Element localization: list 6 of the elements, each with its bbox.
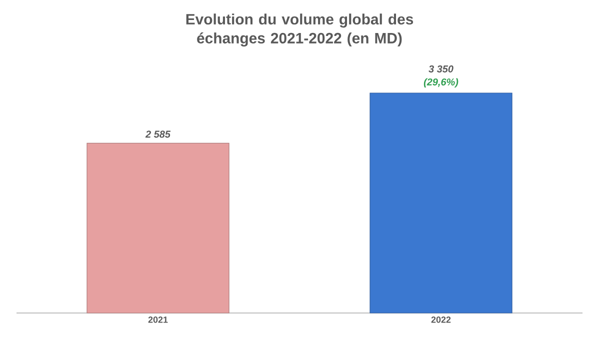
x-tick-label: 2021 — [148, 316, 168, 323]
x-tick-label: 2022 — [431, 316, 451, 323]
data-label: 2 585 — [145, 130, 171, 138]
annotation: (29,6%) — [424, 78, 458, 88]
chart-title: Evolution du volume global des échanges 2021-2022 (en MD) — [186, 14, 414, 47]
data-label: 3 350 — [428, 65, 454, 72]
